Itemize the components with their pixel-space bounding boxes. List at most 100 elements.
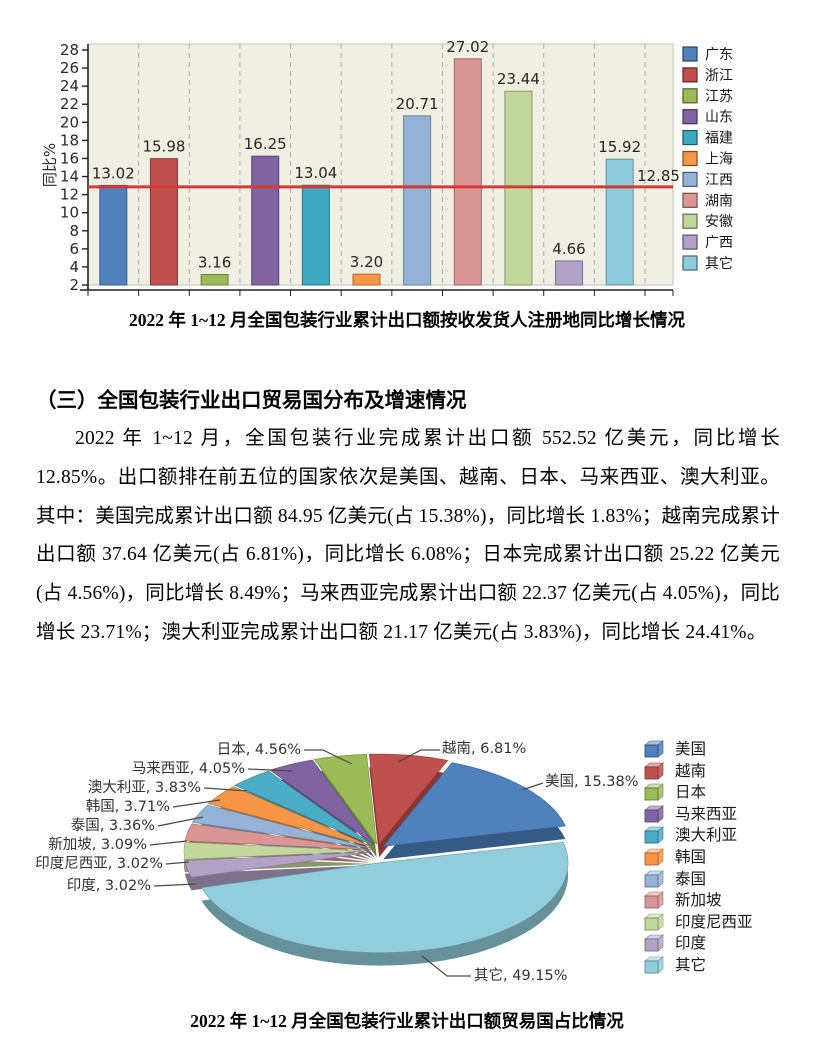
pie-data-label-日本: 日本, 4.56%	[216, 742, 301, 758]
cube-front	[644, 917, 659, 931]
pie-slice-韩国	[207, 786, 373, 848]
legend-cube-icon	[644, 783, 664, 801]
bar-其它	[605, 158, 634, 286]
y-tick-label: 8	[69, 222, 79, 240]
leader-line	[165, 861, 190, 865]
bar-value-label: 15.98	[142, 138, 185, 156]
leader-line	[172, 799, 221, 808]
pie-data-label-越南: 越南, 6.81%	[442, 741, 527, 757]
legend-swatch-icon	[682, 213, 698, 229]
pie-data-label-美国: 美国, 15.38%	[545, 774, 639, 790]
bar-value-label: 27.02	[446, 38, 489, 56]
pie-slice-印度	[184, 852, 372, 878]
leader-line	[247, 768, 293, 772]
bar-chart-caption: 2022 年 1~12 月全国包装行业累计出口额按收发货人注册地同比增长情况	[129, 310, 685, 330]
pie-legend-label: 韩国	[675, 848, 707, 866]
legend-cube-icon	[644, 934, 664, 953]
legend-swatch-icon	[682, 130, 698, 146]
bar-value-label: 15.92	[598, 138, 641, 156]
pie-legend-label: 新加坡	[675, 891, 722, 910]
leader-line	[521, 782, 544, 791]
legend-cube-icon	[644, 826, 664, 845]
legend-label: 福建	[705, 131, 733, 147]
cube-front	[644, 766, 659, 779]
pie-slice-泰国	[191, 804, 372, 849]
bar-江西	[403, 115, 432, 286]
legend-label: 广东	[705, 47, 733, 63]
plot-area	[87, 43, 674, 286]
pie-legend-item-越南: 越南	[642, 762, 706, 780]
pie-legend-label: 印度尼西亚	[675, 912, 753, 931]
pie-legend-label: 马来西亚	[675, 804, 738, 823]
y-tick-label: 18	[60, 131, 79, 149]
pie-legend-item-其它: 其它	[642, 956, 706, 974]
cube-front	[644, 960, 659, 974]
legend-cube-icon	[644, 848, 664, 866]
pie-legend-item-马来西亚: 马来西亚	[642, 805, 737, 823]
pie-legend-item-日本: 日本	[642, 783, 706, 801]
y-tick-label: 16	[60, 149, 79, 167]
pie-legend-label: 越南	[675, 761, 707, 780]
pie-legend-label: 美国	[675, 740, 707, 758]
bar-chart: 24681012141618202224262813.0215.983.1616…	[41, 38, 733, 296]
leader-line	[157, 816, 204, 827]
bar-value-label: 13.04	[294, 164, 337, 182]
bar-上海	[352, 273, 381, 286]
legend-swatch-icon	[682, 46, 698, 62]
bar-value-label: 4.66	[552, 240, 585, 258]
legend-cube-icon	[644, 913, 664, 931]
pie-data-label-澳大利亚: 澳大利亚, 3.83%	[87, 780, 201, 796]
pie-slice-印度尼西亚	[183, 841, 372, 860]
reference-line-label: 12.85	[637, 167, 680, 185]
bar-value-label: 3.20	[350, 253, 383, 271]
pie-legend-item-印度: 印度	[642, 934, 706, 952]
pie-data-label-印度尼西亚: 印度尼西亚, 3.02%	[35, 856, 163, 872]
body-paragraph: 2022 年 1~12 月，全国包装行业完成累计出口额 552.52 亿美元，同…	[36, 428, 780, 643]
legend-cube-icon	[644, 761, 664, 780]
cube-front	[644, 895, 659, 909]
legend-swatch-icon	[682, 88, 698, 104]
leader-line	[421, 955, 471, 977]
legend-swatch-icon	[682, 234, 698, 250]
legend-label: 江西	[705, 172, 733, 188]
bar-value-label: 23.44	[497, 70, 540, 88]
legend-label: 其它	[705, 255, 733, 272]
bar-福建	[301, 184, 330, 286]
bar-湖南	[453, 58, 482, 286]
pie-data-label-韩国: 韩国, 3.71%	[85, 799, 170, 815]
legend-cube-icon	[644, 956, 664, 974]
pie-data-label-泰国: 泰国, 3.36%	[70, 818, 155, 834]
pie-slice-澳大利亚	[234, 770, 374, 846]
pie-legend-label: 其它	[675, 956, 707, 974]
cube-front	[644, 830, 659, 844]
pie-data-label-印度: 印度, 3.02%	[66, 878, 151, 894]
legend-label: 江苏	[705, 89, 733, 105]
legend-label: 广西	[705, 235, 733, 251]
cube-front	[644, 852, 659, 866]
legend-label: 湖南	[705, 193, 733, 209]
legend-label: 山东	[705, 110, 733, 126]
legend-swatch-icon	[682, 67, 698, 83]
pie-legend-label: 泰国	[675, 869, 707, 888]
legend-cube-icon	[644, 805, 664, 823]
legend-swatch-icon	[682, 192, 698, 208]
bar-广东	[99, 184, 128, 286]
y-tick-label: 28	[60, 41, 79, 59]
y-tick-label: 4	[69, 258, 79, 276]
bar-value-label: 20.71	[396, 95, 439, 113]
pie-legend-item-韩国: 韩国	[642, 848, 706, 866]
pie-slice-越南	[369, 753, 449, 845]
leader-line	[149, 840, 188, 846]
y-axis-title: 同比%	[41, 143, 59, 187]
y-tick-label: 24	[60, 77, 79, 95]
pie-legend-label: 澳大利亚	[675, 826, 738, 845]
pie-legend-item-澳大利亚: 澳大利亚	[642, 826, 737, 844]
y-tick-label: 6	[69, 240, 79, 258]
cube-front	[644, 938, 659, 952]
pie-legend-label: 日本	[675, 783, 707, 802]
legend-swatch-icon	[682, 255, 698, 271]
legend-swatch-icon	[682, 150, 698, 167]
y-tick-label: 2	[69, 276, 79, 294]
